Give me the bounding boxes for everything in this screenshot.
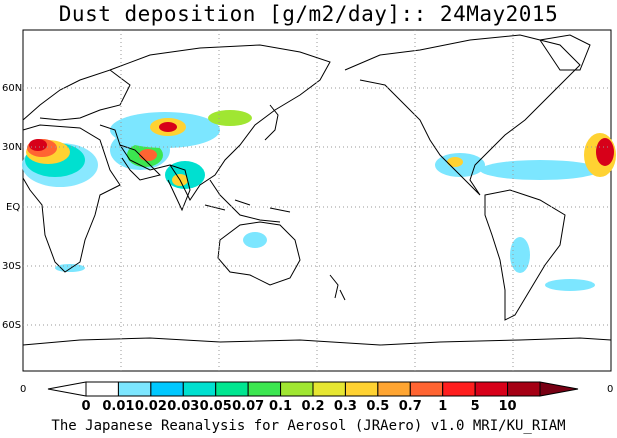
lat-label: 60N <box>2 83 22 94</box>
colorbar-tick-label: 0.05 <box>200 399 232 414</box>
lat-label: 30N <box>2 142 22 153</box>
map-title: Dust deposition [g/m2/day]:: 24May2015 <box>58 2 559 26</box>
colorbar-tick-label: 0.7 <box>399 399 422 414</box>
colorbar-tick-label: 0.5 <box>366 399 389 414</box>
colorbar-tick-label: 1 <box>438 399 447 414</box>
colorbar-tick-label: 0.03 <box>167 399 199 414</box>
colorbar-tick-label: 0.1 <box>269 399 292 414</box>
colorbar-swatch <box>409 381 444 397</box>
colorbar-swatch <box>312 381 346 397</box>
colorbar-tick-label: 5 <box>471 399 480 414</box>
colorbar-swatch <box>182 381 217 397</box>
footer-credit: The Japanese Reanalysis for Aerosol (JRA… <box>51 418 566 434</box>
lat-label: EQ <box>6 202 20 213</box>
colorbar-swatch <box>247 381 282 397</box>
colorbar-swatch <box>215 381 249 397</box>
colorbar-swatch <box>507 381 541 397</box>
colorbar-swatch <box>280 381 314 397</box>
latitude-labels: 60N 30N EQ 30S 60S <box>2 83 22 331</box>
colorbar-tick-label: 10 <box>499 399 517 414</box>
colorbar-high-arrow <box>539 381 579 397</box>
colorbar-tick-label: 0.3 <box>334 399 357 414</box>
colorbar-swatch <box>474 381 509 397</box>
coastlines <box>22 34 612 346</box>
colorbar-swatch <box>344 381 379 397</box>
colorbar-swatch <box>85 381 119 397</box>
colorbar-tick-label: 0.02 <box>135 399 167 414</box>
colorbar-tick-label: 0 <box>81 399 90 414</box>
colorbar-tick-label: 0.2 <box>301 399 324 414</box>
colorbar-swatch <box>150 381 184 397</box>
map-frame <box>22 29 612 372</box>
lon-edge-label-left: 0 <box>20 384 26 395</box>
colorbar-tick-label: 0.01 <box>102 399 134 414</box>
colorbar-tick-label: 0.07 <box>232 399 264 414</box>
lat-label: 60S <box>2 320 21 331</box>
colorbar-swatch <box>442 381 476 397</box>
colorbar-swatch <box>377 381 411 397</box>
colorbar: 0 0.01 0.02 0.03 0.05 0.07 0.1 0.2 0.3 0.5 0.7 1 5 10 <box>47 381 579 414</box>
lat-label: 30S <box>2 261 21 272</box>
colorbar-swatch <box>117 381 152 397</box>
lon-edge-label-right: 0 <box>607 384 613 395</box>
colorbar-low-arrow <box>47 381 87 397</box>
grid-lines <box>23 30 611 371</box>
dust-field <box>22 110 616 291</box>
